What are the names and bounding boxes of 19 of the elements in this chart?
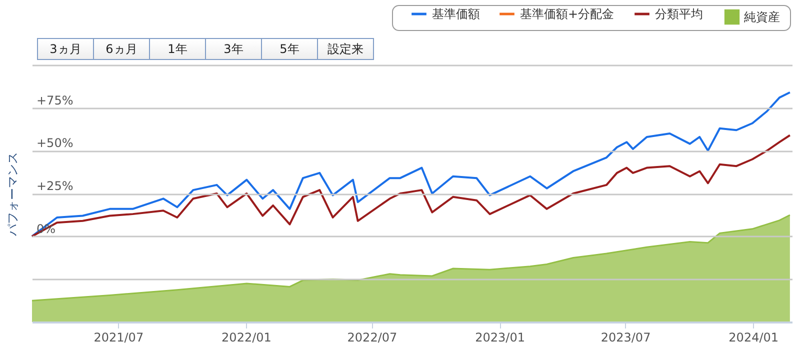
legend-label: 純資産	[744, 10, 780, 24]
y-axis-title: パフォーマンス	[6, 152, 20, 237]
period-button: 5年	[262, 39, 318, 59]
legend-label: 基準価額+分配金	[520, 7, 614, 21]
x-tick-label: 2021/07	[94, 330, 144, 344]
period-button: 3ヵ月	[38, 39, 94, 59]
y-tick-label: +50%	[36, 136, 74, 150]
x-tick-label: 2022/01	[222, 330, 272, 344]
period-button: 3年	[206, 39, 262, 59]
y-tick-label: +75%	[36, 93, 74, 108]
y-tick-label: +25%	[36, 179, 74, 193]
legend-label: 分類平均	[655, 7, 703, 21]
legend-label: 基準価額	[432, 7, 480, 21]
period-button: 6ヵ月	[94, 39, 150, 59]
x-tick-label: 2022/07	[347, 330, 398, 344]
period-button: 1年	[150, 39, 206, 59]
x-tick-label: 2023/01	[475, 330, 525, 344]
x-tick-label: 2024/01	[728, 330, 779, 344]
x-tick-label: 2023/07	[600, 330, 651, 344]
